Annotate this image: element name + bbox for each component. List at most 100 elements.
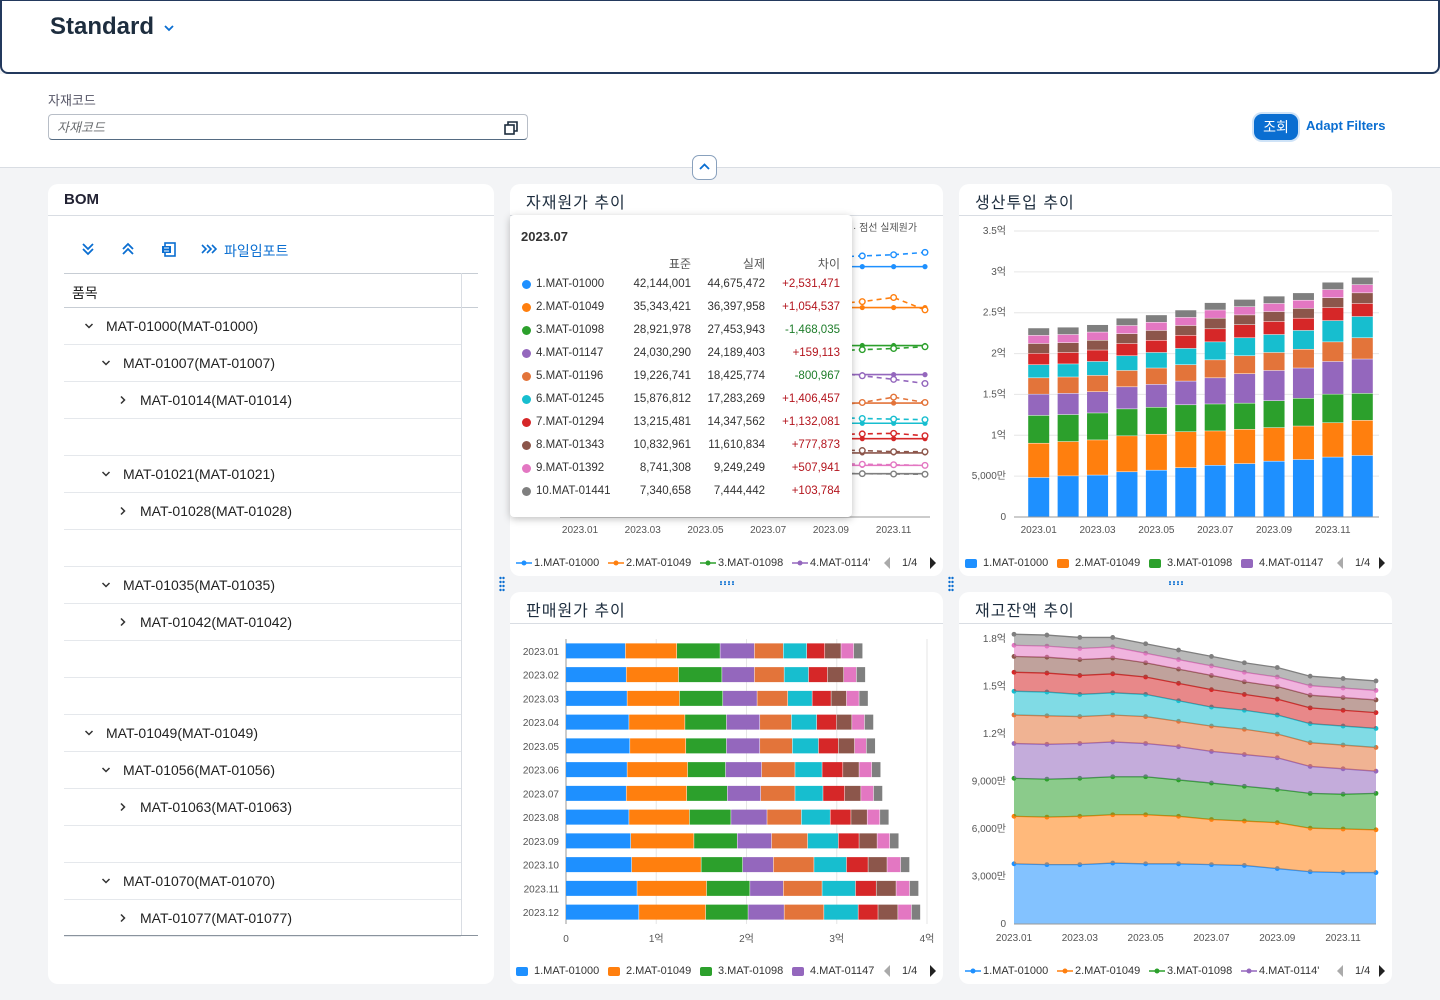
bar-segment[interactable] [1087, 440, 1109, 475]
variant-title[interactable]: Standard [50, 13, 155, 40]
bar-segment[interactable] [705, 904, 748, 920]
bar-segment[interactable] [1234, 299, 1256, 307]
table-row[interactable]: MAT-01007(MAT-01007) [64, 345, 461, 382]
bar-segment[interactable] [1322, 320, 1344, 342]
collapse-all-icon[interactable] [119, 240, 137, 258]
bar-segment[interactable] [1204, 465, 1226, 517]
actual-point[interactable] [890, 429, 898, 437]
bar-segment[interactable] [1204, 431, 1226, 466]
bar-segment[interactable] [726, 714, 760, 730]
bar-segment[interactable] [841, 643, 854, 659]
bar-segment[interactable] [1116, 409, 1138, 436]
bar-segment[interactable] [836, 714, 852, 730]
bar-segment[interactable] [1087, 324, 1109, 332]
bar-segment[interactable] [725, 762, 762, 778]
bar-segment[interactable] [1145, 330, 1167, 340]
table-row[interactable]: MAT-01042(MAT-01042) [64, 604, 461, 641]
bar-segment[interactable] [626, 785, 687, 801]
bar-segment[interactable] [1204, 329, 1226, 342]
bar-segment[interactable] [1351, 455, 1373, 517]
bar-segment[interactable] [1292, 293, 1314, 300]
bar-segment[interactable] [566, 690, 627, 706]
bar-segment[interactable] [1028, 394, 1050, 416]
bar-segment[interactable] [631, 857, 701, 873]
bar-segment[interactable] [812, 690, 831, 706]
bar-segment[interactable] [1351, 284, 1373, 293]
chevron-down-icon[interactable] [101, 876, 111, 886]
bar-segment[interactable] [868, 857, 887, 873]
bar-segment[interactable] [1028, 378, 1050, 394]
bar-segment[interactable] [808, 667, 828, 683]
bar-segment[interactable] [853, 643, 863, 659]
bar-segment[interactable] [818, 738, 839, 754]
bar-segment[interactable] [1175, 317, 1197, 326]
bar-segment[interactable] [1057, 352, 1079, 364]
bar-segment[interactable] [694, 833, 737, 849]
actual-point[interactable] [858, 298, 866, 306]
bar-segment[interactable] [1292, 398, 1314, 426]
bar-segment[interactable] [1175, 310, 1197, 318]
bar-segment[interactable] [1234, 374, 1256, 403]
bar-segment[interactable] [854, 738, 867, 754]
bar-segment[interactable] [760, 714, 792, 730]
material-code-input[interactable] [57, 118, 487, 136]
bar-segment[interactable] [722, 667, 755, 683]
table-row[interactable]: MAT-01021(MAT-01021) [64, 456, 461, 493]
area-point[interactable] [1274, 665, 1280, 670]
chevron-down-icon[interactable] [101, 765, 111, 775]
bar-segment[interactable] [858, 904, 878, 920]
bar-segment[interactable] [1116, 356, 1138, 371]
bar-segment[interactable] [783, 643, 807, 659]
bar-segment[interactable] [1204, 378, 1226, 404]
table-row[interactable]: MAT-01063(MAT-01063) [64, 789, 461, 826]
bar-segment[interactable] [1028, 415, 1050, 443]
bar-segment[interactable] [1028, 443, 1050, 478]
table-row[interactable]: MAT-01014(MAT-01014) [64, 382, 461, 419]
bar-segment[interactable] [1263, 370, 1285, 401]
bar-segment[interactable] [1234, 306, 1256, 315]
area-point[interactable] [1176, 647, 1181, 653]
adapt-filters-button[interactable]: Adapt Filters [1306, 118, 1386, 133]
table-row[interactable] [64, 641, 461, 678]
bar-segment[interactable] [816, 714, 837, 730]
bar-segment[interactable] [1263, 427, 1285, 461]
bar-segment[interactable] [760, 785, 795, 801]
bar-segment[interactable] [1057, 364, 1079, 377]
table-row[interactable]: MAT-01056(MAT-01056) [64, 752, 461, 789]
bar-segment[interactable] [1234, 403, 1256, 430]
bar-segment[interactable] [825, 643, 841, 659]
actual-point[interactable] [921, 416, 929, 424]
bar-segment[interactable] [773, 857, 814, 873]
bar-segment[interactable] [1116, 325, 1138, 334]
bar-segment[interactable] [856, 667, 866, 683]
bar-segment[interactable] [1145, 368, 1167, 385]
area-point[interactable] [1077, 635, 1083, 640]
bar-segment[interactable] [783, 880, 822, 896]
bar-segment[interactable] [871, 762, 881, 778]
bar-segment[interactable] [566, 785, 626, 801]
bar-segment[interactable] [1234, 356, 1256, 374]
chevron-down-icon[interactable] [101, 580, 111, 590]
bar-segment[interactable] [1204, 360, 1226, 378]
bar-segment[interactable] [1263, 296, 1285, 304]
bar-segment[interactable] [1351, 293, 1373, 304]
bar-segment[interactable] [1234, 324, 1256, 338]
bar-segment[interactable] [731, 809, 767, 825]
bar-segment[interactable] [1087, 391, 1109, 413]
area-point[interactable] [1011, 631, 1017, 637]
bar-segment[interactable] [1292, 308, 1314, 318]
bar-segment[interactable] [1351, 420, 1373, 456]
bar-segment[interactable] [767, 809, 802, 825]
bar-segment[interactable] [909, 880, 919, 896]
bar-segment[interactable] [878, 904, 898, 920]
bar-segment[interactable] [1351, 359, 1373, 394]
area-point[interactable] [1307, 673, 1313, 679]
bar-segment[interactable] [898, 904, 912, 920]
bar-segment[interactable] [686, 738, 727, 754]
bar-segment[interactable] [911, 904, 921, 920]
bar-segment[interactable] [1322, 282, 1344, 290]
bar-segment[interactable] [1263, 303, 1285, 312]
actual-point[interactable] [858, 447, 866, 455]
bar-segment[interactable] [686, 785, 728, 801]
bar-segment[interactable] [1145, 470, 1167, 517]
